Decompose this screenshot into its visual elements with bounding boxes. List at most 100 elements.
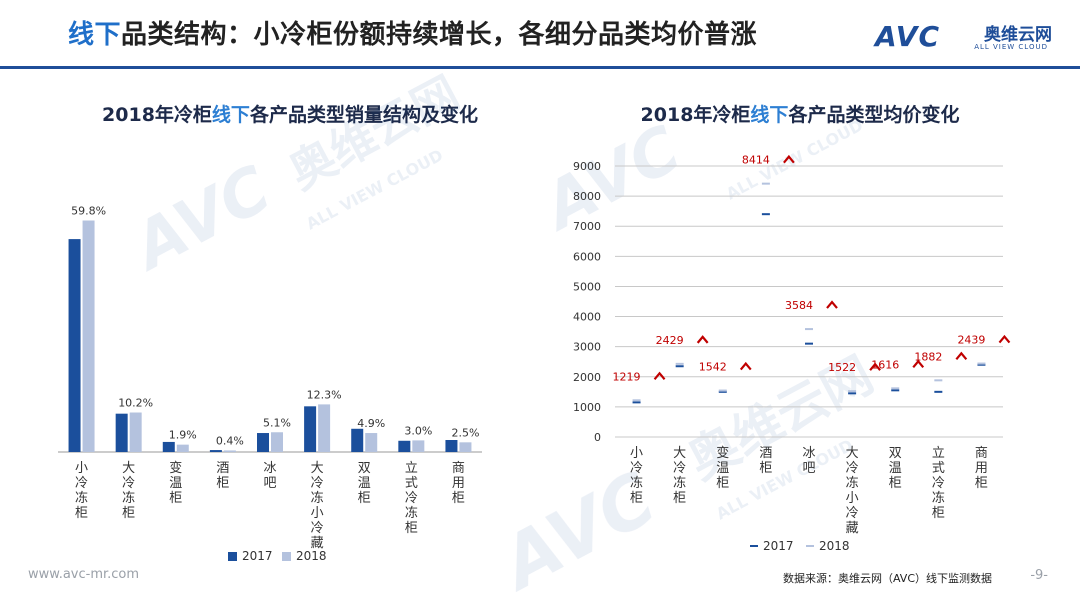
logo-en: ALL VIEW CLOUD [974, 43, 1048, 51]
logo-cn: 奥维云网 [984, 25, 1052, 45]
increase-arrow-icon [955, 351, 968, 361]
right-chart-title-highlight: 线下 [750, 104, 789, 126]
tick-label-char: 立 [405, 461, 418, 476]
tick-label-char: 冰 [263, 461, 276, 476]
bar-2018 [129, 412, 142, 452]
tick-label-char: 柜 [759, 461, 772, 476]
tick-label-char: 冷 [932, 476, 945, 491]
data-label: 5.1% [263, 416, 291, 429]
tick-label-char: 温 [358, 476, 371, 491]
avc-logo: AVC 奥维云网 ALL VIEW CLOUD [852, 18, 1052, 58]
tick-label-char: 冰 [802, 446, 815, 461]
page-number: -9- [1030, 568, 1048, 583]
bar-2018 [365, 433, 378, 452]
bar-2017 [445, 440, 458, 452]
tick-label-char: 冷 [75, 476, 88, 491]
tick-label-char: 柜 [716, 476, 729, 491]
tick-label-char: 冻 [630, 475, 643, 491]
footer-url[interactable]: www.avc-mr.com [28, 567, 140, 582]
data-label: 12.3% [307, 388, 342, 401]
tick-label-char: 冻 [932, 490, 945, 506]
bar-2017 [398, 440, 411, 452]
tick-label-char: 商 [452, 461, 465, 476]
tick-label-char: 柜 [932, 506, 945, 521]
y-tick-label: 8000 [573, 190, 601, 203]
data-label: 0.4% [216, 434, 244, 447]
tick-label-char: 大 [122, 461, 135, 476]
page-title-rest: 品类结构：小冷柜份额持续增长，各细分品类均价普涨 [121, 20, 758, 50]
data-label: 8414 [742, 154, 770, 167]
bar-2017 [68, 239, 81, 452]
left-bar-chart: 59.8%小冷冻柜10.2%大冷冻柜1.9%变温柜0.4%酒柜5.1%冰吧12.… [58, 205, 482, 563]
increase-arrow-icon [783, 154, 795, 164]
tick-label-char: 柜 [889, 476, 902, 491]
y-tick-label: 2000 [573, 371, 601, 384]
left-chart-title-suffix: 各产品类型销量结构及变化 [249, 104, 478, 126]
page-title-highlight: 线下 [68, 20, 122, 50]
right-chart-title-suffix: 各产品类型均价变化 [788, 104, 960, 126]
tick-label-char: 温 [169, 476, 182, 491]
left-chart-title: 2018年冷柜线下各产品类型销量结构及变化 [70, 100, 510, 127]
tick-label-char: 藏 [311, 536, 324, 551]
tick-label-char: 冻 [405, 505, 418, 521]
tick-label-char: 藏 [846, 521, 859, 536]
tick-label-char: 用 [975, 461, 988, 476]
legend-label-2018: 2018 [819, 539, 850, 553]
tick-label-char: 冷 [311, 521, 324, 536]
watermark-left-mark: AVC [118, 152, 282, 286]
y-tick-label: 4000 [573, 311, 601, 324]
increase-arrow-icon [998, 334, 1011, 344]
bar-2017 [162, 441, 175, 452]
data-label: 1522 [828, 361, 856, 374]
left-chart-title-highlight: 线下 [211, 104, 250, 126]
tick-label-char: 用 [452, 476, 465, 491]
tick-label-char: 柜 [975, 476, 988, 491]
legend-label-2018: 2018 [296, 549, 327, 563]
tick-label-char: 柜 [673, 491, 686, 506]
tick-label-char: 大 [311, 461, 324, 476]
data-label: 10.2% [118, 397, 153, 410]
logo-mark: AVC [875, 20, 940, 53]
tick-label-char: 柜 [169, 491, 182, 506]
tick-label-char: 柜 [405, 521, 418, 536]
tick-label-char: 冻 [311, 490, 324, 506]
tick-label-char: 小 [75, 461, 88, 476]
tick-label-char: 立 [932, 446, 945, 461]
tick-label-char: 冻 [673, 475, 686, 491]
tick-label-char: 冷 [311, 476, 324, 491]
tick-label-char: 温 [716, 461, 729, 476]
right-chart-title-prefix: 2018年冷柜 [640, 104, 751, 126]
data-label: 1882 [914, 350, 942, 363]
bar-2018 [459, 442, 472, 452]
tick-label-char: 式 [405, 476, 418, 491]
legend-label-2017: 2017 [763, 539, 794, 553]
tick-label-char: 双 [889, 446, 902, 461]
bar-2017 [351, 428, 364, 452]
increase-arrow-icon [653, 371, 666, 380]
tick-label-char: 商 [975, 446, 988, 461]
right-price-chart: 0 1000 2000 3000 4000 5000 6000 7000 8000 9000 121… [573, 154, 1011, 553]
tick-label-char: 酒 [216, 461, 229, 476]
tick-label-char: 冷 [122, 476, 135, 491]
data-label: 2429 [656, 334, 684, 347]
tick-label-char: 冷 [846, 506, 859, 521]
bar-2018 [412, 440, 425, 452]
y-tick-label: 5000 [573, 280, 601, 293]
right-chart-title: 2018年冷柜线下各产品类型均价变化 [560, 100, 1040, 127]
legend-label-2017: 2017 [242, 549, 273, 563]
legend-swatch-2018 [282, 552, 291, 561]
tick-label-char: 冷 [673, 461, 686, 476]
tick-label-char: 柜 [452, 491, 465, 506]
data-label: 1.9% [169, 429, 197, 442]
y-tick-label: 3000 [573, 341, 601, 354]
data-label: 3584 [785, 299, 813, 312]
tick-label-char: 柜 [630, 491, 643, 506]
footer-source: 数据来源：奥维云网（AVC）线下监测数据 [782, 572, 992, 585]
tick-label-char: 柜 [216, 476, 229, 491]
y-tick-label: 7000 [573, 220, 601, 233]
y-tick-label: 9000 [573, 160, 601, 173]
tick-label-char: 冷 [630, 461, 643, 476]
tick-label-char: 酒 [759, 446, 772, 461]
data-label: 2.5% [451, 426, 479, 439]
